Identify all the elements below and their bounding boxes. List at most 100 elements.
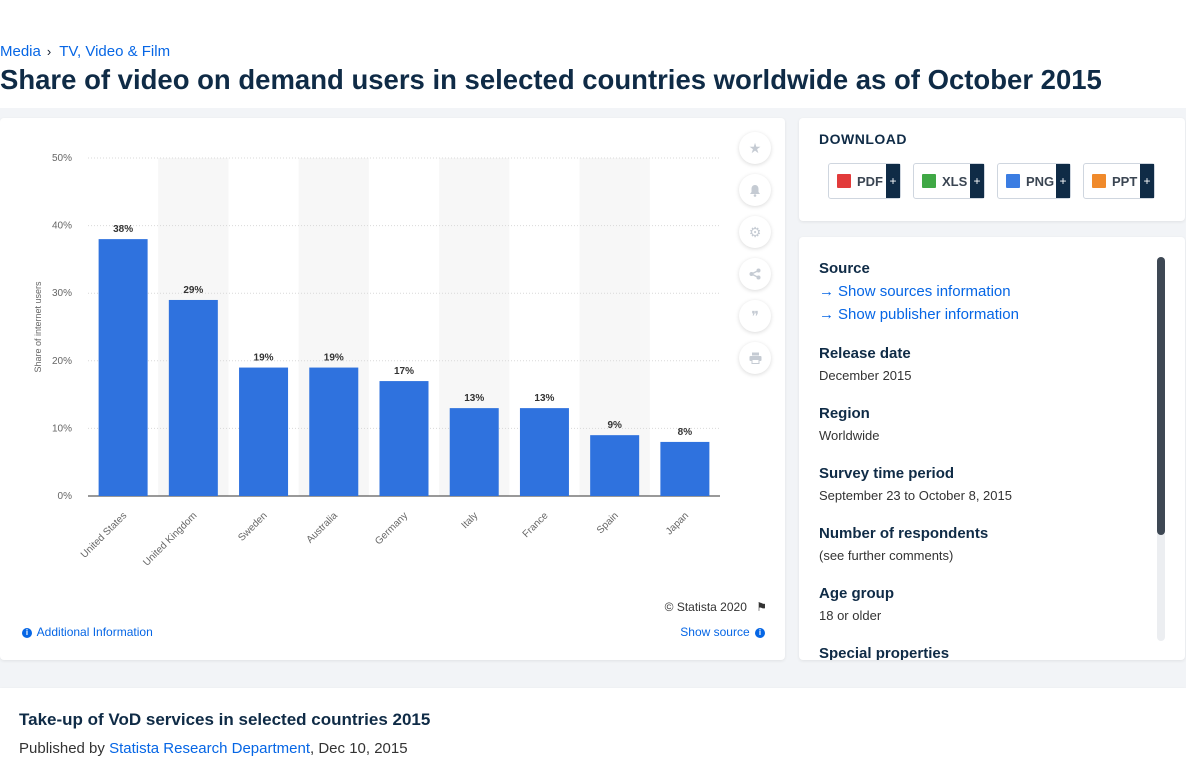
breadcrumb-media[interactable]: Media	[0, 43, 41, 60]
data-label: 19%	[324, 353, 344, 364]
details-scrollbar-thumb[interactable]	[1157, 257, 1165, 535]
xls-icon	[922, 174, 936, 188]
y-tick-label: 10%	[52, 423, 72, 434]
png-icon	[1006, 174, 1020, 188]
copyright: © Statista 2020 ⚑	[665, 600, 767, 614]
quote-icon[interactable]: ❞	[739, 300, 771, 332]
x-tick-label: Spain	[595, 510, 621, 536]
release-date-label: Release date	[819, 345, 911, 362]
download-png-button[interactable]: PNG +	[997, 163, 1071, 199]
data-label: 9%	[607, 420, 622, 431]
show-source-link[interactable]: Show source i	[680, 625, 767, 639]
download-title: DOWNLOAD	[819, 131, 907, 147]
download-xls-button[interactable]: XLS +	[913, 163, 985, 199]
x-tick-label: Japan	[664, 510, 691, 537]
special-properties-label: Special properties	[819, 645, 950, 660]
arrow-right-icon: →	[819, 306, 834, 323]
y-tick-label: 30%	[52, 288, 72, 299]
bar	[98, 239, 148, 496]
x-tick-label: France	[521, 510, 551, 540]
download-card: DOWNLOAD PDF + XLS + PNG + PPT +	[799, 118, 1185, 221]
star-icon[interactable]: ★	[739, 132, 771, 164]
show-publisher-link[interactable]: → Show publisher information	[819, 306, 1149, 323]
show-sources-text: Show sources information	[838, 283, 1011, 300]
bar	[660, 441, 710, 496]
age-group-label: Age group	[819, 585, 894, 602]
bar	[590, 435, 640, 496]
data-label: 8%	[678, 427, 693, 438]
x-tick-label: Australia	[305, 510, 341, 546]
y-tick-label: 0%	[58, 491, 73, 502]
gear-icon[interactable]: ⚙	[739, 216, 771, 248]
respondents-label: Number of respondents	[819, 525, 989, 542]
show-sources-link[interactable]: → Show sources information	[819, 283, 1149, 300]
page-title: Share of video on demand users in select…	[0, 64, 1102, 95]
bar	[239, 367, 289, 496]
bar	[449, 408, 499, 496]
age-group-value: 18 or older	[819, 608, 882, 623]
ppt-icon	[1092, 174, 1106, 188]
flag-icon[interactable]: ⚑	[756, 600, 767, 614]
y-tick-label: 40%	[52, 221, 72, 232]
publisher-link[interactable]: Statista Research Department	[109, 740, 311, 757]
bar	[309, 367, 359, 496]
show-source-label: Show source	[680, 625, 750, 639]
source-label: Source	[819, 260, 870, 277]
download-ppt-label: PPT	[1112, 173, 1138, 189]
additional-information-link[interactable]: i Additional Information	[20, 625, 153, 639]
y-tick-label: 20%	[52, 356, 72, 367]
x-tick-label: United Kingdom	[141, 510, 199, 568]
breadcrumb-separator-icon: ›	[46, 44, 52, 59]
data-label: 13%	[534, 393, 554, 404]
details-list: Source → Show sources information → Show p…	[819, 260, 1149, 660]
breadcrumb-tv-video-film[interactable]: TV, Video & Film	[59, 43, 171, 60]
related-published-by: Published by Statista Research Departmen…	[19, 740, 408, 757]
header-area	[0, 0, 1186, 108]
respondents-value: (see further comments)	[819, 548, 954, 563]
y-tick-label: 50%	[52, 153, 72, 164]
x-tick-label: Germany	[373, 510, 410, 547]
plus-icon: +	[970, 164, 984, 198]
show-publisher-text: Show publisher information	[838, 306, 1019, 323]
region-label: Region	[819, 405, 870, 422]
related-statistic-card: Take-up of VoD services in selected coun…	[0, 688, 1186, 768]
details-scrollbar[interactable]	[1157, 257, 1165, 641]
info-icon: i	[755, 627, 765, 638]
print-icon[interactable]	[739, 342, 771, 374]
bar	[519, 408, 569, 496]
breadcrumb: Media › TV, Video & Film	[0, 43, 170, 60]
related-title[interactable]: Take-up of VoD services in selected coun…	[19, 710, 431, 729]
release-date-value: December 2015	[819, 368, 912, 383]
additional-information-label: Additional Information	[36, 625, 153, 639]
data-label: 13%	[464, 393, 484, 404]
chart-card: 0% 10% 20% 30% 40% 50% Share of internet users…	[0, 118, 785, 660]
data-label: 19%	[254, 353, 274, 364]
published-by-prefix: Published by	[19, 740, 105, 757]
download-png-label: PNG	[1026, 173, 1055, 189]
share-icon[interactable]	[739, 258, 771, 290]
download-pdf-label: PDF	[857, 173, 883, 189]
bell-icon[interactable]	[739, 174, 771, 206]
download-pdf-button[interactable]: PDF +	[828, 163, 901, 199]
bar	[168, 299, 218, 496]
download-ppt-button[interactable]: PPT +	[1083, 163, 1155, 199]
survey-period-value: September 23 to October 8, 2015	[819, 488, 1012, 503]
plus-icon: +	[886, 164, 900, 198]
plus-icon: +	[1140, 164, 1154, 198]
published-date: , Dec 10, 2015	[310, 740, 408, 757]
plus-icon: +	[1056, 164, 1070, 198]
data-label: 17%	[394, 366, 414, 377]
download-xls-label: XLS	[942, 173, 968, 189]
bar	[379, 381, 429, 496]
x-tick-label: United States	[79, 510, 129, 560]
data-label: 29%	[183, 285, 203, 296]
statistic-details-card: Source → Show sources information → Show p…	[799, 237, 1185, 660]
data-label: 38%	[113, 224, 133, 235]
x-tick-label: Italy	[460, 510, 481, 531]
x-tick-label: Sweden	[236, 510, 269, 543]
download-buttons: PDF + XLS + PNG + PPT +	[828, 163, 1155, 199]
survey-period-label: Survey time period	[819, 465, 955, 482]
pdf-icon	[837, 174, 851, 188]
copyright-text: © Statista 2020	[664, 600, 747, 614]
region-value: Worldwide	[819, 428, 880, 443]
